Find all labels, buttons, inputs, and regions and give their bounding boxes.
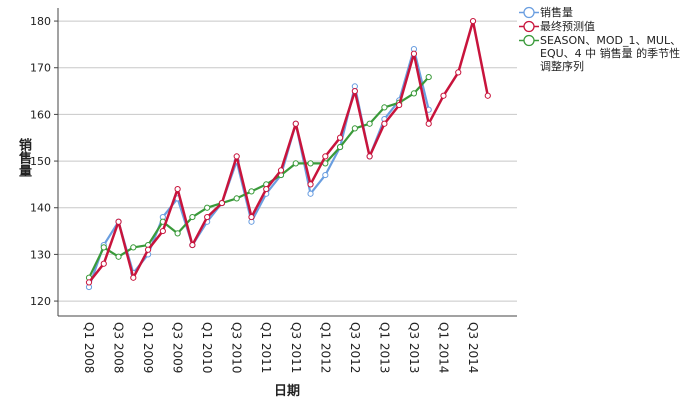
- point: [204, 213, 211, 221]
- x-tick-label: Q1 2010: [200, 322, 214, 373]
- point: [381, 120, 388, 127]
- point: [263, 185, 270, 193]
- x-axis-title: 日期: [274, 384, 301, 399]
- y-tick-label: 150: [30, 155, 51, 168]
- point: [248, 188, 255, 195]
- series-line: [88, 19, 490, 284]
- legend-item: 销售量: [518, 6, 688, 19]
- legend-item: 最终预测值: [518, 20, 688, 33]
- point: [115, 253, 122, 260]
- point: [322, 153, 329, 160]
- point: [366, 153, 373, 160]
- point: [100, 244, 107, 251]
- x-tick-label: Q1 2008: [82, 322, 96, 373]
- legend-label: 最终预测值: [540, 20, 595, 33]
- point: [292, 160, 299, 167]
- point: [115, 218, 122, 225]
- point: [425, 73, 432, 81]
- legend-swatch: [519, 20, 539, 33]
- x-tick-label: Q3 2008: [112, 322, 126, 373]
- point: [440, 92, 447, 99]
- point: [233, 195, 240, 202]
- x-tick-label: Q3 2013: [407, 322, 421, 373]
- point: [85, 279, 93, 286]
- point: [322, 171, 329, 179]
- point: [381, 104, 388, 111]
- point: [410, 90, 418, 97]
- x-tick-label: Q3 2014: [466, 322, 480, 373]
- series-line: [88, 76, 430, 279]
- point: [336, 134, 344, 141]
- point: [174, 230, 181, 237]
- y-tick-label: 120: [30, 295, 51, 308]
- point: [425, 120, 432, 127]
- x-tick-label: Q3 2011: [289, 322, 303, 373]
- point: [484, 92, 491, 99]
- point: [351, 125, 358, 132]
- point: [396, 101, 403, 109]
- point: [189, 241, 196, 249]
- legend-swatch: [519, 6, 539, 19]
- point: [130, 274, 137, 281]
- point: [336, 143, 344, 151]
- y-tick-label: 140: [30, 202, 51, 215]
- point: [144, 246, 152, 253]
- point: [100, 260, 107, 267]
- legend-label: 销售量: [540, 6, 573, 19]
- point: [248, 213, 255, 221]
- point: [218, 199, 226, 207]
- y-axis-title: 销售量: [16, 138, 31, 177]
- y-tick-label: 160: [30, 108, 51, 121]
- legend-swatch: [519, 34, 539, 47]
- point: [307, 160, 314, 167]
- x-tick-label: Q3 2012: [348, 322, 362, 373]
- x-tick-label: Q3 2009: [171, 322, 185, 373]
- y-tick-label: 180: [30, 15, 51, 28]
- legend: 销售量 最终预测值 SEASON、MOD_1、MUL、EQU、4 中 销售量 的季节…: [518, 6, 688, 74]
- point: [130, 244, 137, 251]
- point: [189, 213, 196, 221]
- point: [469, 17, 477, 25]
- swatch-marker: [523, 20, 535, 33]
- point: [307, 181, 314, 188]
- swatch-marker: [523, 6, 535, 19]
- point: [455, 69, 462, 76]
- point: [174, 185, 181, 193]
- point: [233, 153, 240, 160]
- x-tick-label: Q1 2009: [141, 322, 155, 373]
- legend-item: SEASON、MOD_1、MUL、EQU、4 中 销售量 的季节性调整序列: [518, 34, 688, 73]
- series-line: [87, 48, 430, 288]
- x-tick-label: Q3 2010: [230, 322, 244, 373]
- legend-label: SEASON、MOD_1、MUL、EQU、4 中 销售量 的季节性调整序列: [540, 34, 682, 73]
- y-tick-label: 130: [30, 248, 51, 261]
- point: [307, 190, 314, 197]
- x-tick-label: Q1 2011: [259, 322, 273, 373]
- point: [277, 167, 285, 174]
- swatch-marker: [523, 34, 535, 47]
- point: [351, 87, 358, 95]
- point: [204, 204, 211, 211]
- point: [292, 120, 299, 127]
- x-tick-label: Q1 2012: [318, 322, 332, 373]
- y-tick-label: 170: [30, 62, 51, 75]
- x-tick-label: Q1 2013: [377, 322, 391, 373]
- point: [159, 227, 166, 235]
- point: [366, 120, 373, 127]
- x-tick-label: Q1 2014: [436, 322, 450, 373]
- point: [410, 50, 418, 57]
